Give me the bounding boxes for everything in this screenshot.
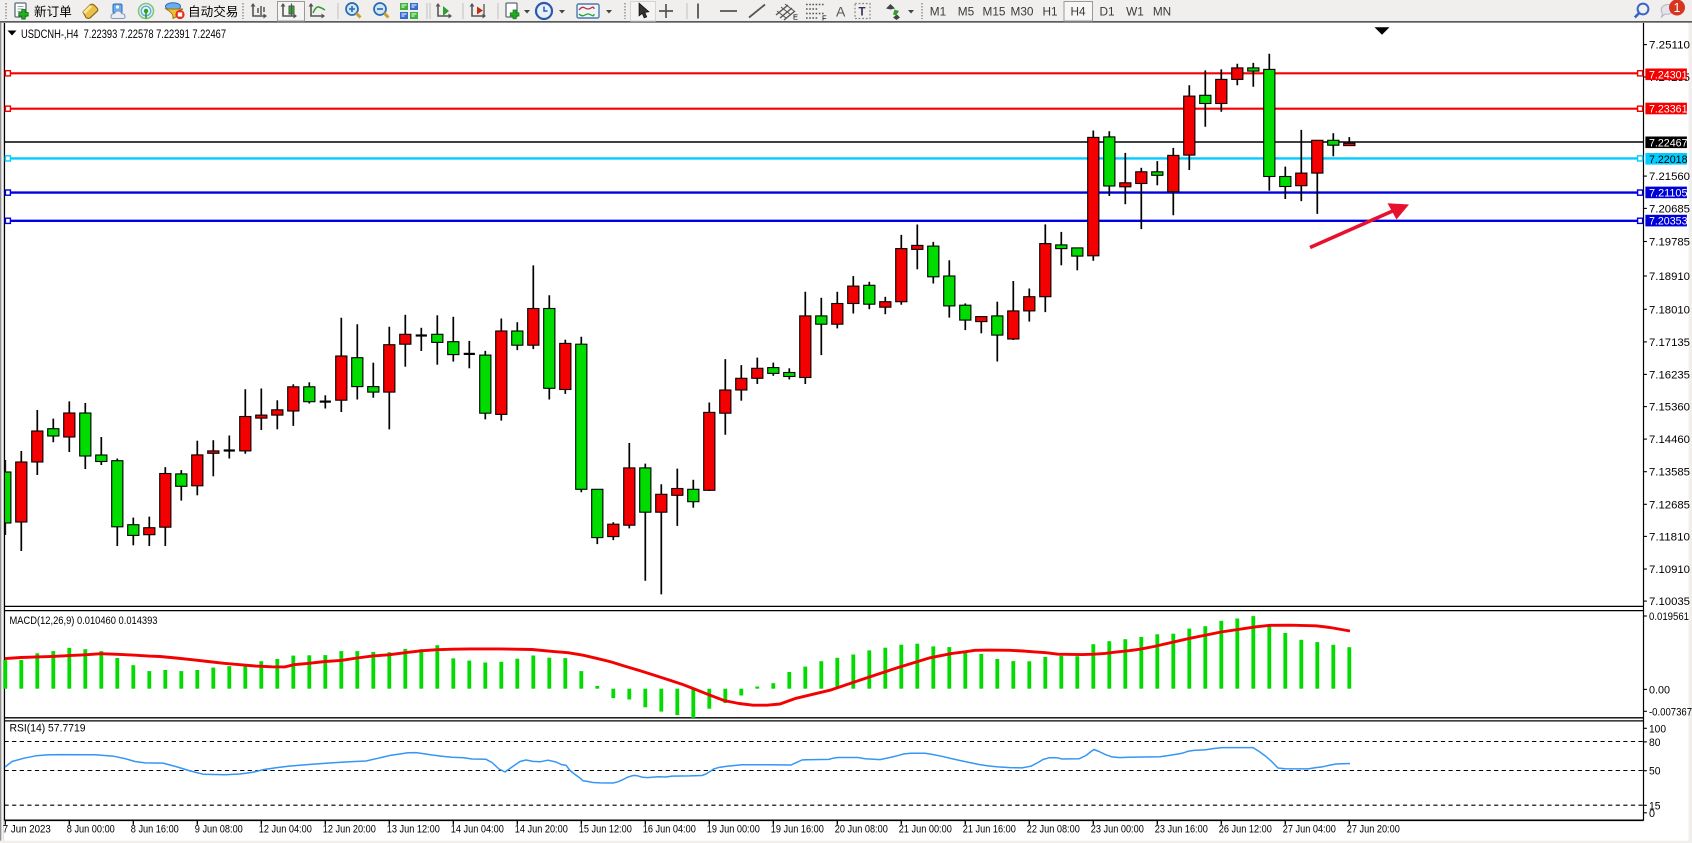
svg-text:1: 1 [1674, 1, 1681, 15]
svg-text:7.15360: 7.15360 [1649, 402, 1690, 414]
svg-text:7.24301: 7.24301 [1649, 69, 1688, 81]
svg-text:22 Jun 08:00: 22 Jun 08:00 [1027, 824, 1080, 836]
svg-text:15: 15 [1649, 800, 1661, 812]
svg-text:7.20685: 7.20685 [1649, 203, 1690, 215]
svg-text:27 Jun 20:00: 27 Jun 20:00 [1347, 824, 1400, 836]
svg-text:M1: M1 [930, 5, 946, 19]
svg-text:19 Jun 00:00: 19 Jun 00:00 [707, 824, 760, 836]
svg-text:0.019561: 0.019561 [1649, 611, 1689, 623]
svg-text:100: 100 [1649, 723, 1666, 735]
svg-text:8 Jun 00:00: 8 Jun 00:00 [67, 824, 115, 836]
svg-text:H4: H4 [1070, 5, 1086, 19]
svg-text:26 Jun 12:00: 26 Jun 12:00 [1219, 824, 1272, 836]
svg-text:USDCNH-,H4 7.22393 7.22578 7.: USDCNH-,H4 7.22393 7.22578 7.22391 7.224… [21, 27, 226, 41]
svg-text:M5: M5 [958, 5, 975, 19]
svg-text:20 Jun 08:00: 20 Jun 08:00 [835, 824, 888, 836]
svg-text:16 Jun 04:00: 16 Jun 04:00 [643, 824, 696, 836]
svg-text:M30: M30 [1011, 5, 1034, 19]
svg-text:MACD(12,26,9) 0.010460 0.01439: MACD(12,26,9) 0.010460 0.014393 [10, 615, 158, 627]
svg-text:E: E [793, 13, 798, 22]
svg-text:7.10910: 7.10910 [1649, 564, 1690, 576]
svg-text:13 Jun 12:00: 13 Jun 12:00 [387, 824, 440, 836]
svg-text:7.23361: 7.23361 [1649, 104, 1688, 116]
svg-text:M15: M15 [983, 5, 1006, 19]
svg-text:23 Jun 00:00: 23 Jun 00:00 [1091, 824, 1144, 836]
svg-text:-0.007367: -0.007367 [1649, 706, 1692, 718]
svg-text:7 Jun 2023: 7 Jun 2023 [3, 824, 51, 836]
svg-text:7.12685: 7.12685 [1649, 499, 1690, 511]
svg-text:7.22467: 7.22467 [1649, 137, 1688, 149]
svg-text:D1: D1 [1099, 5, 1114, 19]
svg-text:7.13585: 7.13585 [1649, 467, 1690, 479]
svg-text:H1: H1 [1042, 5, 1057, 19]
svg-text:W1: W1 [1126, 5, 1144, 19]
svg-text:新订单: 新订单 [34, 4, 72, 19]
svg-text:12 Jun 04:00: 12 Jun 04:00 [259, 824, 312, 836]
svg-text:7.16235: 7.16235 [1649, 369, 1690, 381]
svg-text:19 Jun 16:00: 19 Jun 16:00 [771, 824, 824, 836]
svg-text:15 Jun 12:00: 15 Jun 12:00 [579, 824, 632, 836]
svg-text:50: 50 [1649, 766, 1661, 778]
svg-text:9 Jun 08:00: 9 Jun 08:00 [195, 824, 243, 836]
svg-text:8 Jun 16:00: 8 Jun 16:00 [131, 824, 179, 836]
svg-text:23 Jun 16:00: 23 Jun 16:00 [1155, 824, 1208, 836]
svg-text:7.11810: 7.11810 [1649, 531, 1690, 543]
svg-text:7.18910: 7.18910 [1649, 271, 1690, 283]
svg-text:7.21560: 7.21560 [1649, 171, 1690, 183]
svg-text:自动交易: 自动交易 [188, 4, 238, 19]
svg-text:7.17135: 7.17135 [1649, 337, 1690, 349]
svg-text:7.20353: 7.20353 [1649, 216, 1688, 228]
svg-text:7.22018: 7.22018 [1649, 154, 1688, 166]
svg-text:T: T [859, 7, 866, 19]
svg-text:21 Jun 16:00: 21 Jun 16:00 [963, 824, 1016, 836]
svg-text:14 Jun 20:00: 14 Jun 20:00 [515, 824, 568, 836]
svg-text:0: 0 [1649, 808, 1655, 820]
svg-text:80: 80 [1649, 737, 1661, 749]
svg-text:7.14460: 7.14460 [1649, 434, 1690, 446]
svg-text:A: A [836, 4, 846, 20]
svg-text:RSI(14) 57.7719: RSI(14) 57.7719 [10, 723, 86, 735]
svg-text:7.25110: 7.25110 [1649, 40, 1690, 52]
svg-text:12 Jun 20:00: 12 Jun 20:00 [323, 824, 376, 836]
svg-text:0.00: 0.00 [1649, 684, 1670, 696]
svg-text:7.18010: 7.18010 [1649, 304, 1690, 316]
svg-text:7.10035: 7.10035 [1649, 596, 1690, 608]
svg-text:27 Jun 04:00: 27 Jun 04:00 [1283, 824, 1336, 836]
svg-text:F: F [822, 14, 827, 23]
svg-text:14 Jun 04:00: 14 Jun 04:00 [451, 824, 504, 836]
svg-text:7.21105: 7.21105 [1649, 187, 1688, 199]
svg-text:21 Jun 00:00: 21 Jun 00:00 [899, 824, 952, 836]
svg-text:MN: MN [1153, 5, 1171, 19]
svg-text:7.19785: 7.19785 [1649, 237, 1690, 249]
